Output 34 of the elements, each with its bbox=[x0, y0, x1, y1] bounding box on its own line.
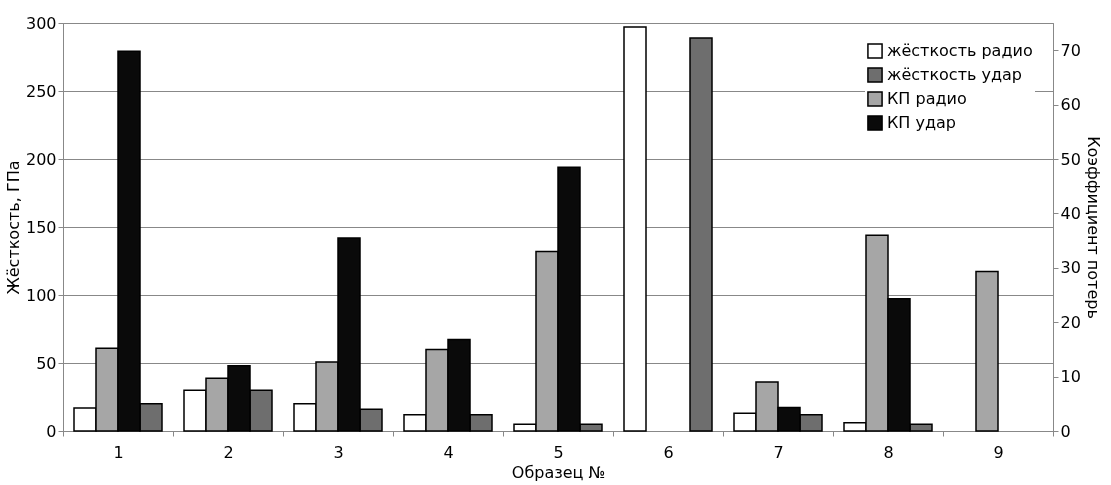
y2-tick-label: 30 bbox=[1060, 258, 1081, 278]
x-axis-title: Образец № bbox=[511, 462, 606, 482]
y-tick-label: 0 bbox=[46, 421, 57, 441]
legend-label: КП удар bbox=[887, 113, 956, 132]
y2-axis-title: Коэффициент потерь bbox=[1083, 136, 1103, 319]
bar bbox=[975, 270, 999, 432]
x-tick-label: 2 bbox=[223, 442, 234, 462]
bar bbox=[689, 37, 713, 432]
x-tick-label: 1 bbox=[113, 442, 124, 462]
y2-tick-label: 20 bbox=[1060, 312, 1081, 332]
y-tick-label: 300 bbox=[25, 13, 57, 33]
y2-tick-label: 10 bbox=[1060, 367, 1081, 387]
y2-tick-label: 50 bbox=[1060, 149, 1081, 169]
x-tick-label: 5 bbox=[553, 442, 564, 462]
y-tick-label: 150 bbox=[25, 217, 57, 237]
y-tick-label: 100 bbox=[25, 285, 57, 305]
y-tick-label: 200 bbox=[25, 149, 57, 169]
legend-label: КП радио bbox=[887, 89, 967, 108]
y2-tick-label: 40 bbox=[1060, 203, 1081, 223]
y-tick-label: 50 bbox=[36, 353, 57, 373]
bar bbox=[623, 26, 647, 432]
legend-label: жёсткость удар bbox=[887, 65, 1022, 84]
y2-tick-label: 70 bbox=[1060, 40, 1081, 60]
y2-tick-label: 60 bbox=[1060, 95, 1081, 115]
x-tick-label: 9 bbox=[993, 442, 1004, 462]
x-tick-label: 8 bbox=[883, 442, 894, 462]
y-axis-title: Жёсткость, ГПа bbox=[3, 160, 23, 295]
legend-label: жёсткость радио bbox=[887, 41, 1033, 60]
x-tick-label: 7 bbox=[773, 442, 784, 462]
x-tick-label: 3 bbox=[333, 442, 344, 462]
y2-tick-label: 0 bbox=[1060, 421, 1071, 441]
x-tick-label: 6 bbox=[663, 442, 674, 462]
x-tick-label: 4 bbox=[443, 442, 454, 462]
y-tick-label: 250 bbox=[25, 81, 57, 101]
